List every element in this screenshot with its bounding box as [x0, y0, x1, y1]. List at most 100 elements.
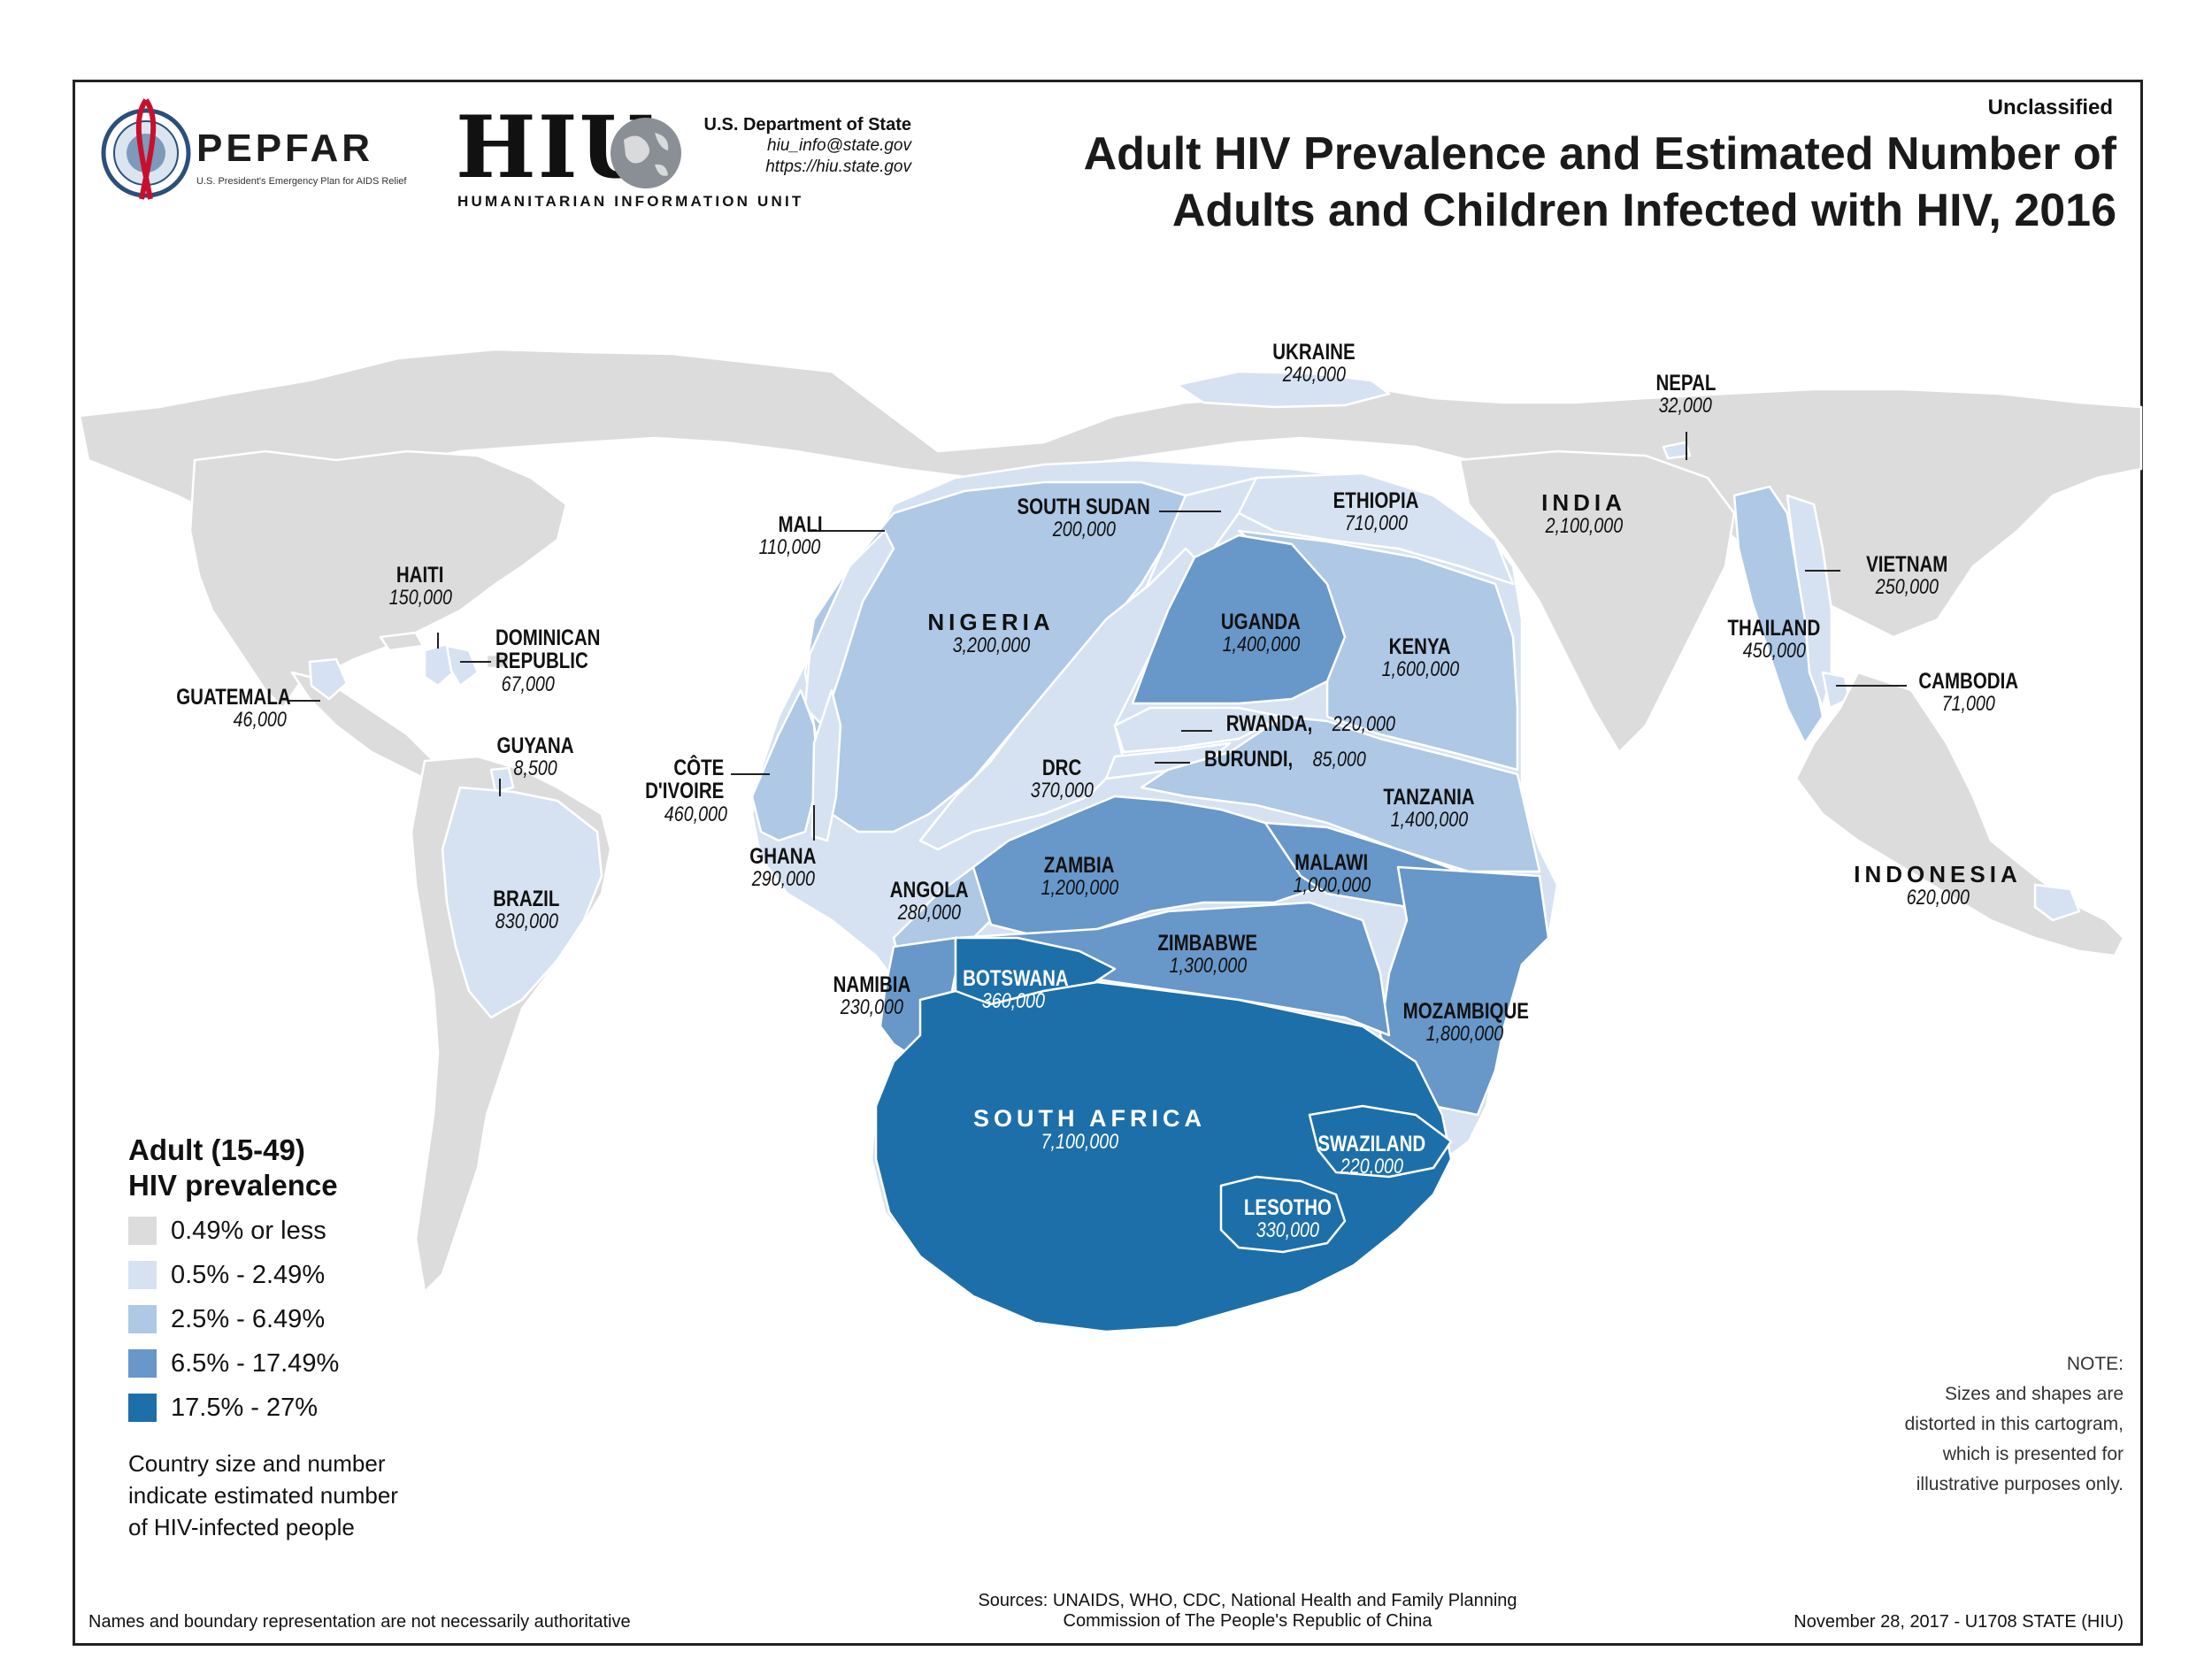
leader-lines [288, 432, 1907, 841]
note-heading: NOTE: [2066, 1354, 2124, 1374]
country-value: 1,200,000 [1041, 876, 1118, 901]
country-label: SOUTH SUDAN 200,000 [1000, 495, 1168, 541]
pepfar-wordmark: PEPFAR [196, 127, 374, 170]
country-value: 71,000 [1941, 692, 1996, 717]
legend-swatch [128, 1349, 157, 1378]
country-label: NEPAL 32,000 [1628, 371, 1743, 418]
country-label: SWAZILAND 220,000 [1301, 1133, 1442, 1179]
country-name: INDONESIA [1854, 861, 2022, 887]
country-name: ZAMBIA [1044, 853, 1115, 878]
website-url: https://hiu.state.gov [765, 157, 911, 176]
country-value: 710,000 [1344, 511, 1408, 536]
northern-landmass [78, 348, 2143, 639]
map-title-line-1: Adult HIV Prevalence and Estimated Numbe… [1083, 128, 2116, 180]
legend-item: 17.5% - 27% [128, 1386, 429, 1430]
legend-label: 0.5% - 2.49% [171, 1260, 326, 1289]
country-value: 240,000 [1282, 363, 1346, 388]
country-value: 360,000 [981, 989, 1045, 1014]
country-name: CAMBODIA [1918, 669, 2019, 694]
country-name: DOMINICAN REPUBLIC [495, 626, 601, 674]
country-name: ETHIOPIA [1333, 488, 1419, 513]
boundary-disclaimer: Names and boundary representation are no… [88, 1612, 631, 1632]
country-name: UKRAINE [1272, 340, 1356, 365]
classification-label: Unclassified [1987, 96, 2113, 119]
country-value: 250,000 [1875, 575, 1939, 600]
country-name: BURUNDI, [1203, 747, 1294, 772]
country-label: ANGOLA 280,000 [872, 878, 987, 925]
map-title-line-2: Adults and Children Infected with HIV, 2… [1171, 185, 2116, 236]
country-name: MALI [778, 512, 823, 537]
contact-email: hiu_info@state.gov [767, 136, 911, 155]
uganda-shape [1131, 534, 1347, 705]
country-label: CÔTE D'IVOIRE 460,000 [619, 757, 734, 826]
country-label: BOTSWANA 360,000 [951, 966, 1075, 1014]
country-label: SOUTH AFRICA 7,100,000 [973, 1106, 1202, 1154]
legend-title-line-1: Adult (15-49) [128, 1133, 305, 1166]
country-label: LESOTHO 330,000 [1225, 1196, 1349, 1243]
lesotho-shape [1219, 1175, 1347, 1254]
legend-title: Adult (15-49) HIV prevalence [128, 1133, 429, 1203]
legend-label: 6.5% - 17.49% [171, 1348, 340, 1378]
ukraine-shape [1175, 370, 1391, 409]
guyana-shape [489, 766, 515, 794]
country-value: 1,600,000 [1381, 657, 1459, 682]
globe-icon [611, 118, 681, 188]
country-name: GUYANA [496, 733, 574, 758]
country-name: GUATEMALA [176, 685, 291, 710]
country-label: TANZANIA 1,400,000 [1363, 785, 1495, 833]
country-value: 200,000 [1052, 518, 1116, 542]
country-name: BOTSWANA [963, 966, 1069, 991]
tanzania-shape [1140, 715, 1541, 873]
country-name: MALAWI [1294, 850, 1369, 875]
ghana-shape [810, 688, 842, 842]
pepfar-logo: PEPFAR U.S. President's Emergency Plan f… [97, 93, 416, 208]
department-name: U.S. Department of State [703, 115, 911, 134]
country-value: 110,000 [758, 535, 821, 560]
india-shape [1458, 449, 1736, 754]
nepal-shape [1662, 441, 1692, 460]
legend-label: 17.5% - 27% [171, 1393, 319, 1422]
country-value: 220,000 [1340, 1155, 1403, 1179]
country-value: 1,400,000 [1390, 808, 1468, 833]
legend-item: 0.49% or less [128, 1209, 429, 1253]
country-value: 330,000 [1256, 1218, 1319, 1243]
country-value: 150,000 [388, 586, 452, 611]
country-label: UGANDA 1,400,000 [1194, 611, 1327, 657]
country-label: NIGERIA 3,200,000 [902, 609, 1079, 658]
drc-shape [918, 547, 1205, 851]
country-name: ANGOLA [889, 878, 969, 902]
country-value: 2,100,000 [1545, 514, 1623, 539]
country-name: KENYA [1389, 634, 1451, 659]
thailand-shape [1732, 485, 1824, 745]
country-value: 370,000 [1030, 779, 1094, 803]
country-value: 1,800,000 [1425, 1022, 1503, 1047]
legend-swatch [128, 1394, 157, 1422]
country-value: 8,500 [513, 757, 557, 781]
country-value: 450,000 [1742, 639, 1806, 664]
country-name: ZIMBABWE [1157, 931, 1258, 956]
legend-item: 2.5% - 6.49% [128, 1297, 429, 1341]
country-value: 67,000 [501, 672, 555, 696]
country-label: KENYA 1,600,000 [1354, 634, 1486, 682]
country-value: 3,200,000 [952, 634, 1030, 658]
country-value: 85,000 [1312, 748, 1366, 772]
country-name: NIGERIA [927, 609, 1055, 635]
legend-title-line-2: HIV prevalence [128, 1169, 338, 1202]
brazil-shape [441, 786, 603, 1019]
legend-note: Country size and number indicate estimat… [128, 1450, 398, 1540]
country-name: TANZANIA [1383, 785, 1475, 810]
haiti-shape [423, 642, 455, 687]
country-label: INDONESIA 620,000 [1840, 861, 2035, 909]
country-label: GHANA 290,000 [730, 844, 836, 891]
country-value: 220,000 [1333, 712, 1396, 736]
country-name: GHANA [749, 844, 817, 869]
country-name: NEPAL [1655, 371, 1716, 396]
note-text: Sizes and shapes are distorted in this c… [1904, 1384, 2124, 1494]
country-label: BRAZIL 830,000 [469, 887, 584, 933]
country-name: VIETNAM [1865, 552, 1948, 577]
country-label: THAILAND 450,000 [1708, 617, 1840, 664]
country-name: MOZAMBIQUE [1402, 999, 1529, 1024]
country-label: ETHIOPIA 710,000 [1310, 488, 1442, 536]
country-value: 46,000 [233, 708, 287, 733]
